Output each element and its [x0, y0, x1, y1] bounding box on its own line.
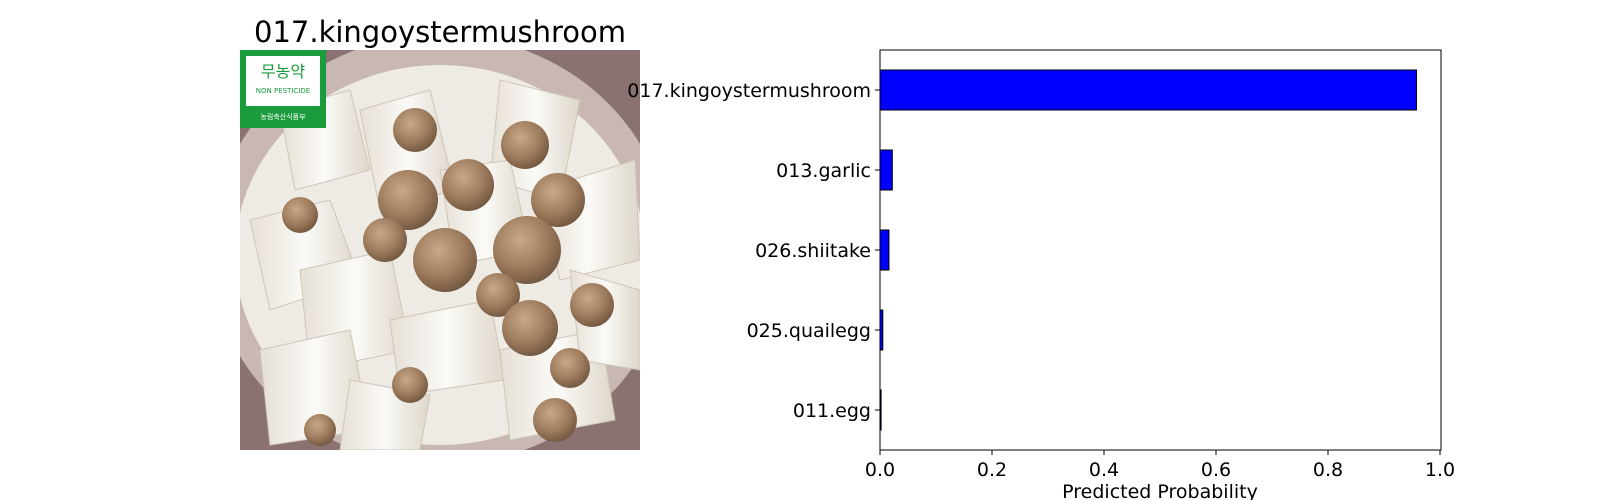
x-tick-label-5: 1.0 — [1425, 459, 1455, 481]
bar-3 — [879, 309, 884, 351]
x-tick-label-3: 0.6 — [1201, 459, 1231, 481]
x-tick-labels: 0.0 0.2 0.4 0.6 0.8 1.0 — [865, 450, 1455, 481]
y-tick-label-1: 013.garlic — [776, 160, 871, 182]
badge-text-2: NON PESTICIDE — [256, 87, 310, 95]
x-tick-label-0: 0.0 — [865, 459, 895, 481]
bars-group — [879, 69, 1417, 431]
y-tick-label-0: 017.kingoystermushroom — [627, 80, 871, 102]
y-tick-label-2: 026.shiitake — [755, 240, 871, 262]
x-tick-label-2: 0.4 — [1089, 459, 1119, 481]
bar-1 — [879, 149, 893, 191]
y-tick-labels: 017.kingoystermushroom 013.garlic 026.shii… — [627, 80, 880, 422]
y-tick-label-3: 025.quailegg — [747, 320, 871, 342]
y-tick-label-4: 011.egg — [793, 400, 871, 422]
bar-4 — [879, 389, 882, 431]
bar-2 — [879, 229, 890, 271]
badge-text-1: 무농약 — [261, 62, 305, 81]
mushroom-photo: 무농약 NON PESTICIDE 농림축산식품부 — [240, 50, 640, 450]
x-axis-label: Predicted Probability — [1062, 481, 1258, 500]
image-title: 017.kingoystermushroom — [254, 15, 626, 49]
badge-text-3: 농림축산식품부 — [260, 112, 306, 121]
bar-0 — [879, 69, 1417, 111]
x-tick-label-4: 0.8 — [1313, 459, 1343, 481]
x-tick-label-1: 0.2 — [977, 459, 1007, 481]
